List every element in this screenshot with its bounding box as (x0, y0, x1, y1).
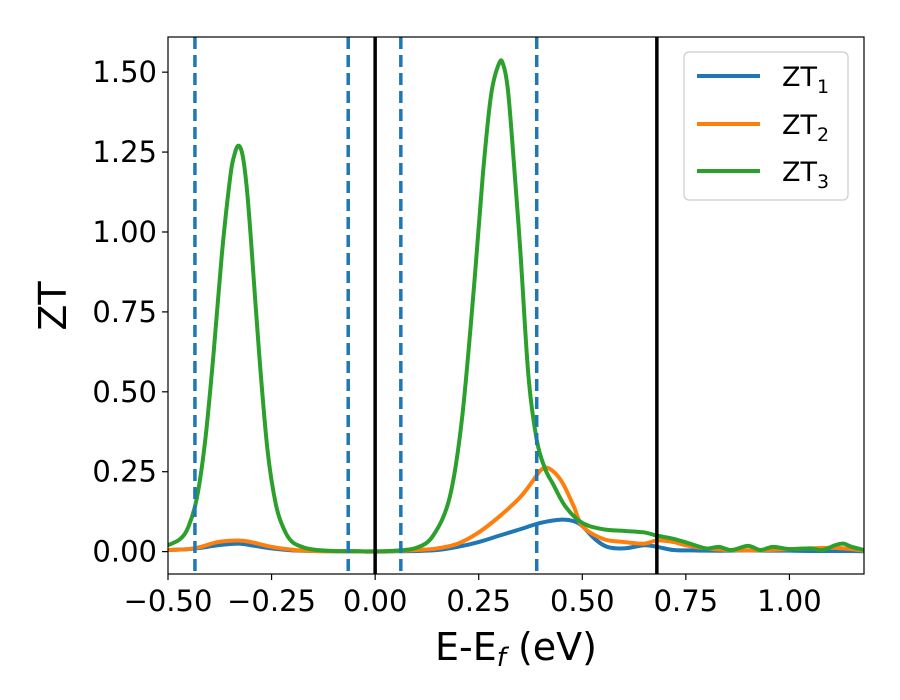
y-tick-label: 0.50 (92, 375, 157, 409)
legend-box (683, 51, 849, 201)
legend-label-zt3: ZT3 (782, 157, 829, 193)
plot-frame (167, 36, 865, 575)
y-tick-label: 1.00 (92, 215, 157, 249)
y-tick-label: 1.50 (92, 55, 157, 89)
y-axis-ticks: 0.00 0.25 0.50 0.75 1.00 1.25 1.50 (92, 55, 168, 569)
x-tick-label: 0.75 (654, 584, 719, 618)
legend-label-zt3-main: ZT (782, 157, 817, 188)
legend-label-zt2-main: ZT (782, 110, 817, 141)
reference-lines (193, 37, 659, 574)
legend-label-zt1-main: ZT (782, 62, 817, 93)
x-tick-label: 0.00 (343, 584, 408, 618)
y-tick-label: 1.25 (92, 135, 157, 169)
legend: ZT1 ZT2 ZT3 (683, 51, 849, 201)
legend-label-zt1-sub: 1 (817, 76, 829, 98)
legend-label-zt1: ZT1 (782, 62, 829, 98)
x-axis-label: E-Ef (eV) (435, 625, 597, 673)
legend-label-zt2-sub: 2 (817, 124, 829, 146)
series-line-zt3 (168, 58, 864, 554)
x-axis-ticks: −0.50 −0.25 0.00 0.25 0.50 0.75 1.00 (124, 574, 822, 618)
x-tick-label: −0.50 (124, 584, 213, 618)
x-tick-label: −0.25 (227, 584, 316, 618)
y-axis-label: ZT (31, 281, 75, 331)
legend-label-zt2: ZT2 (782, 110, 829, 146)
x-tick-label: 1.00 (757, 584, 822, 618)
y-tick-label: 0.75 (92, 295, 157, 329)
x-tick-label: 0.25 (446, 584, 511, 618)
legend-label-zt3-sub: 3 (817, 171, 829, 193)
y-tick-label: 0.00 (92, 535, 157, 569)
x-axis-label-main: E-E (435, 625, 497, 669)
x-tick-label: 0.50 (550, 584, 615, 618)
y-tick-label: 0.25 (92, 455, 157, 489)
x-axis-label-unit: (eV) (506, 625, 597, 669)
